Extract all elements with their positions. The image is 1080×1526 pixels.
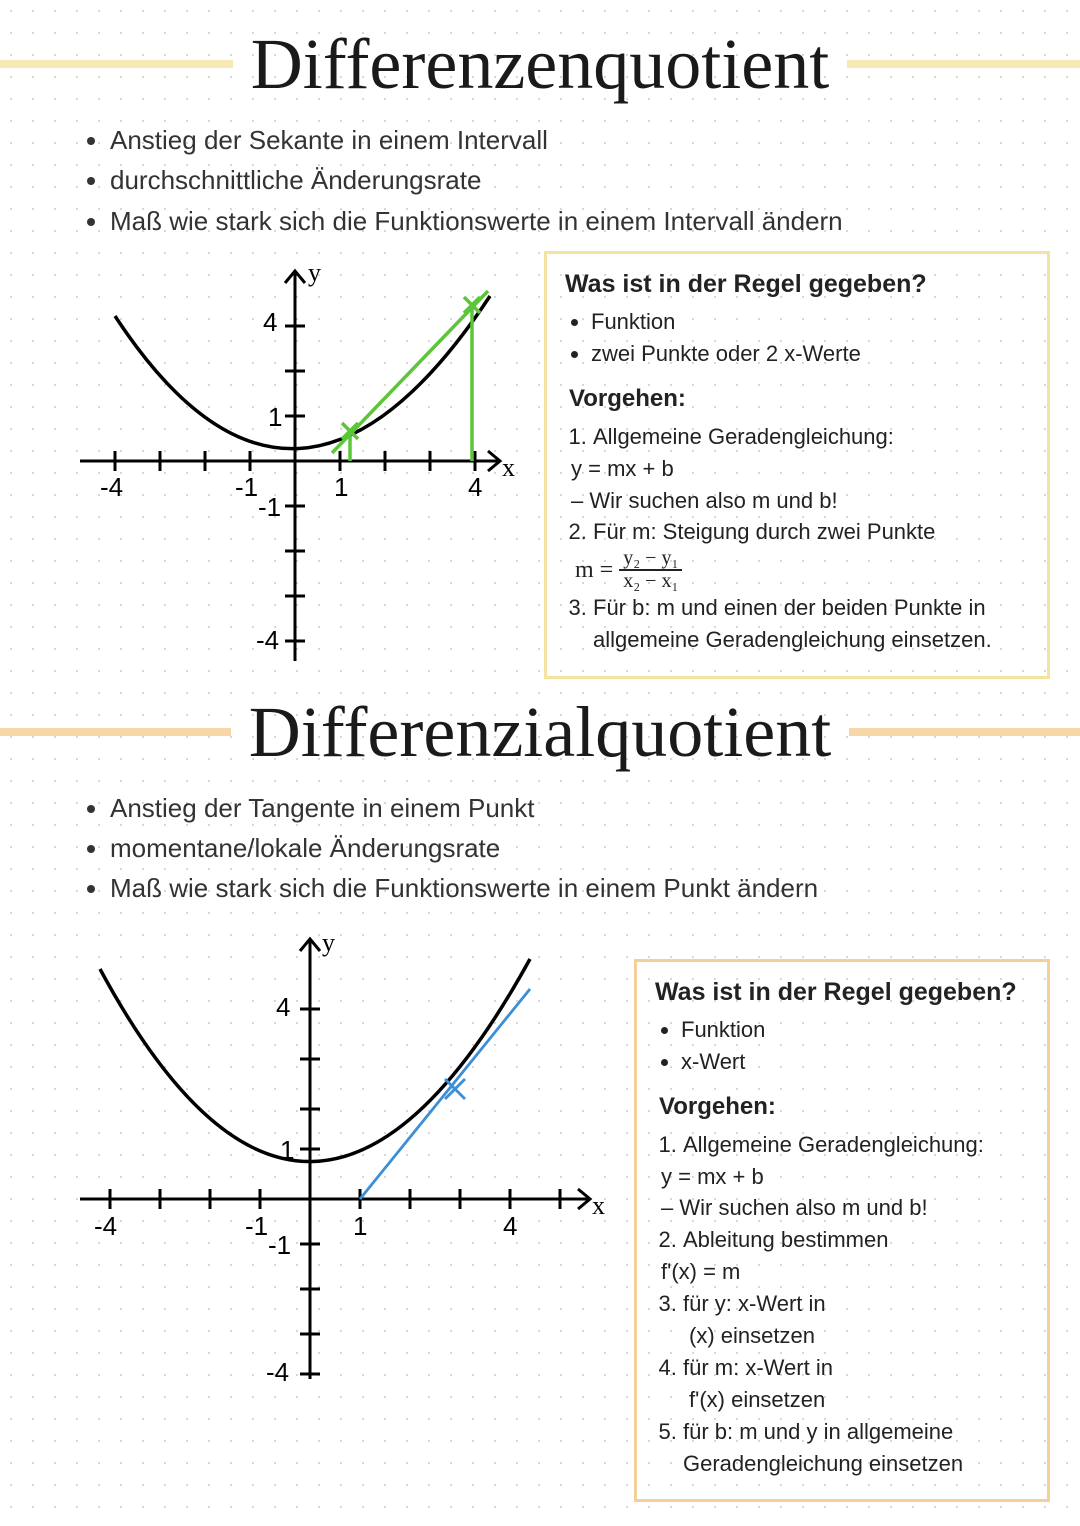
given-heading: Was ist in der Regel gegeben? xyxy=(655,974,1029,1010)
step-item: Allgemeine Geradengleichung: xyxy=(683,1129,1029,1161)
step-item: Für m: Steigung durch zwei Punkte xyxy=(593,516,1029,548)
bullet-item: Anstieg der Tangente in einem Punkt xyxy=(110,788,1080,828)
section2-title-row: Differenzialquotient xyxy=(0,686,1080,778)
step-item: für m: x-Wert in xyxy=(683,1352,1029,1384)
section1-info-box: Was ist in der Regel gegeben? Funktion z… xyxy=(544,251,1050,679)
fraction-num: y₂ − y₁ xyxy=(619,548,682,571)
step-item: für b: m und y in allgemeine Geradenglei… xyxy=(683,1416,1029,1480)
tick: -4 xyxy=(266,1357,289,1387)
tick: 4 xyxy=(263,307,277,337)
step-text: Allgemeine Geradengleichung: xyxy=(593,424,894,449)
bullet-item: Maß wie stark sich die Funktionswerte in… xyxy=(110,201,1080,241)
step-note: – Wir suchen also m und b! xyxy=(565,485,1029,517)
given-item: zwei Punkte oder 2 x-Werte xyxy=(591,338,1029,370)
section1-title: Differenzenquotient xyxy=(251,28,829,100)
bullet-item: momentane/lokale Änderungsrate xyxy=(110,828,1080,868)
step-sub: (x) einsetzen xyxy=(655,1320,1029,1352)
tick: -4 xyxy=(100,472,123,502)
tick: -4 xyxy=(94,1211,117,1241)
tick: -1 xyxy=(258,492,281,522)
tick: 1 xyxy=(334,472,348,502)
tick: 1 xyxy=(268,402,282,432)
slope-formula: m = y₂ − y₁ x₂ − x₁ xyxy=(565,548,682,592)
tick: -1 xyxy=(268,1230,291,1260)
secant-group xyxy=(332,291,488,461)
step-eq: y = mx + b xyxy=(565,453,1029,485)
section1-bullets: Anstieg der Sekante in einem Intervall d… xyxy=(0,110,1080,251)
x-axis-label: x xyxy=(502,453,515,482)
bullet-item: durchschnittliche Änderungsrate xyxy=(110,160,1080,200)
title-bar-left xyxy=(0,728,231,736)
given-item: Funktion xyxy=(681,1014,1029,1046)
given-item: x-Wert xyxy=(681,1046,1029,1078)
section1-content: y x -4 -1 1 4 4 1 -1 -4 xyxy=(0,251,1080,686)
title-bar-right xyxy=(847,60,1080,68)
step-eq: y = mx + b xyxy=(655,1161,1029,1193)
section2-title: Differenzialquotient xyxy=(249,696,831,768)
tangent-chart: y x -4 -1 1 4 4 1 -1 -4 xyxy=(50,919,610,1389)
x-axis-label: x xyxy=(592,1191,605,1220)
step-eq: f'(x) = m xyxy=(655,1256,1029,1288)
section2-bullets: Anstieg der Tangente in einem Punkt mome… xyxy=(0,778,1080,919)
tick: 4 xyxy=(276,992,290,1022)
title-bar-right xyxy=(849,728,1080,736)
section2-graph: y x -4 -1 1 4 4 1 -1 -4 xyxy=(50,919,610,1394)
section2-info-box: Was ist in der Regel gegeben? Funktion x… xyxy=(634,959,1050,1503)
fraction-den: x₂ − x₁ xyxy=(619,571,682,592)
tick: 4 xyxy=(503,1211,517,1241)
tick: 4 xyxy=(468,472,482,502)
tick: 1 xyxy=(353,1211,367,1241)
secant-chart: y x -4 -1 1 4 4 1 -1 -4 xyxy=(50,251,520,681)
procedure-heading: Vorgehen: xyxy=(569,382,1029,417)
section2-content: y x -4 -1 1 4 4 1 -1 -4 Was ist in der R… xyxy=(0,919,1080,1503)
tick: -1 xyxy=(235,472,258,502)
section1-title-row: Differenzenquotient xyxy=(0,0,1080,110)
bullet-item: Maß wie stark sich die Funktionswerte in… xyxy=(110,868,1080,908)
step-note: – Wir suchen also m und b! xyxy=(655,1192,1029,1224)
section1-graph: y x -4 -1 1 4 4 1 -1 -4 xyxy=(50,251,520,686)
step-item: Für b: m und einen der beiden Punkte in … xyxy=(593,592,1029,656)
procedure-heading: Vorgehen: xyxy=(659,1090,1029,1125)
step-item: Allgemeine Geradengleichung: xyxy=(593,421,1029,453)
step-sub: f'(x) einsetzen xyxy=(655,1384,1029,1416)
tangent-group xyxy=(360,989,530,1199)
step-item: für y: x-Wert in xyxy=(683,1288,1029,1320)
y-axis-label: y xyxy=(308,258,321,287)
tick: -4 xyxy=(256,625,279,655)
given-item: Funktion xyxy=(591,306,1029,338)
bullet-item: Anstieg der Sekante in einem Intervall xyxy=(110,120,1080,160)
title-bar-left xyxy=(0,60,233,68)
given-heading: Was ist in der Regel gegeben? xyxy=(565,266,1029,302)
fraction: y₂ − y₁ x₂ − x₁ xyxy=(619,548,682,592)
tick: -1 xyxy=(245,1211,268,1241)
formula-lhs: m = xyxy=(575,553,613,588)
step-item: Ableitung bestimmen xyxy=(683,1224,1029,1256)
y-axis-label: y xyxy=(322,928,335,957)
